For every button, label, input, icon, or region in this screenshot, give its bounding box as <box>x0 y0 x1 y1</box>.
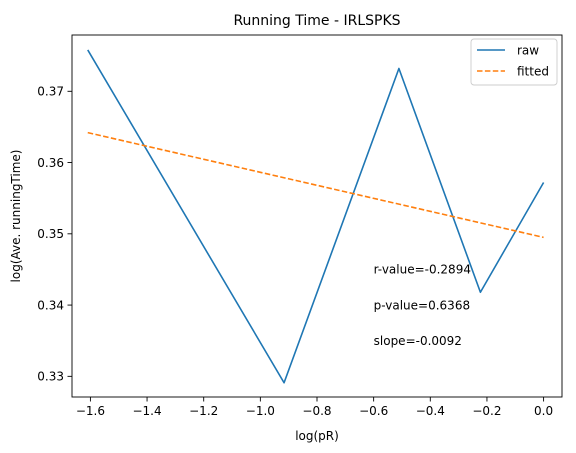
stats-annotation: r-value=-0.2894 <box>374 263 471 277</box>
x-tick-label: −0.6 <box>359 404 388 418</box>
y-axis-label: log(Ave. runningTime) <box>9 150 23 283</box>
legend-label-fitted: fitted <box>517 64 549 78</box>
legend-label-raw: raw <box>517 43 539 57</box>
y-tick-label: 0.35 <box>37 227 64 241</box>
series-line-raw <box>87 49 545 384</box>
series-line-fitted <box>87 131 544 239</box>
x-tick-label: −1.0 <box>246 404 275 418</box>
x-axis-label: log(pR) <box>295 429 339 443</box>
axes-frame <box>71 34 563 398</box>
stats-annotation: p-value=0.6368 <box>374 298 470 312</box>
x-tick-label: −1.4 <box>132 404 161 418</box>
x-tick-label: −1.2 <box>189 404 218 418</box>
x-tick-label: −0.8 <box>302 404 331 418</box>
stats-annotations: r-value=-0.2894 p-value=0.6368 slope=-0.00… <box>374 263 471 348</box>
y-tick-label: 0.33 <box>37 370 64 384</box>
y-tick-label: 0.37 <box>37 85 64 99</box>
legend: raw fitted <box>470 38 558 86</box>
axes: −1.6 −1.4 −1.2 −1.0 −0.8 −0.6 −0.4 −0.2 0.0 0.33 0… <box>37 34 563 418</box>
stats-annotation: slope=-0.0092 <box>374 334 462 348</box>
x-tick-label: 0.0 <box>534 404 553 418</box>
chart-title: Running Time - IRLSPKS <box>233 13 400 29</box>
plot-area <box>87 49 545 384</box>
x-tick-label: −0.4 <box>416 404 445 418</box>
y-tick-label: 0.36 <box>37 156 64 170</box>
x-tick-label: −1.6 <box>76 404 105 418</box>
y-tick-label: 0.34 <box>37 298 64 312</box>
x-tick-label: −0.2 <box>472 404 501 418</box>
